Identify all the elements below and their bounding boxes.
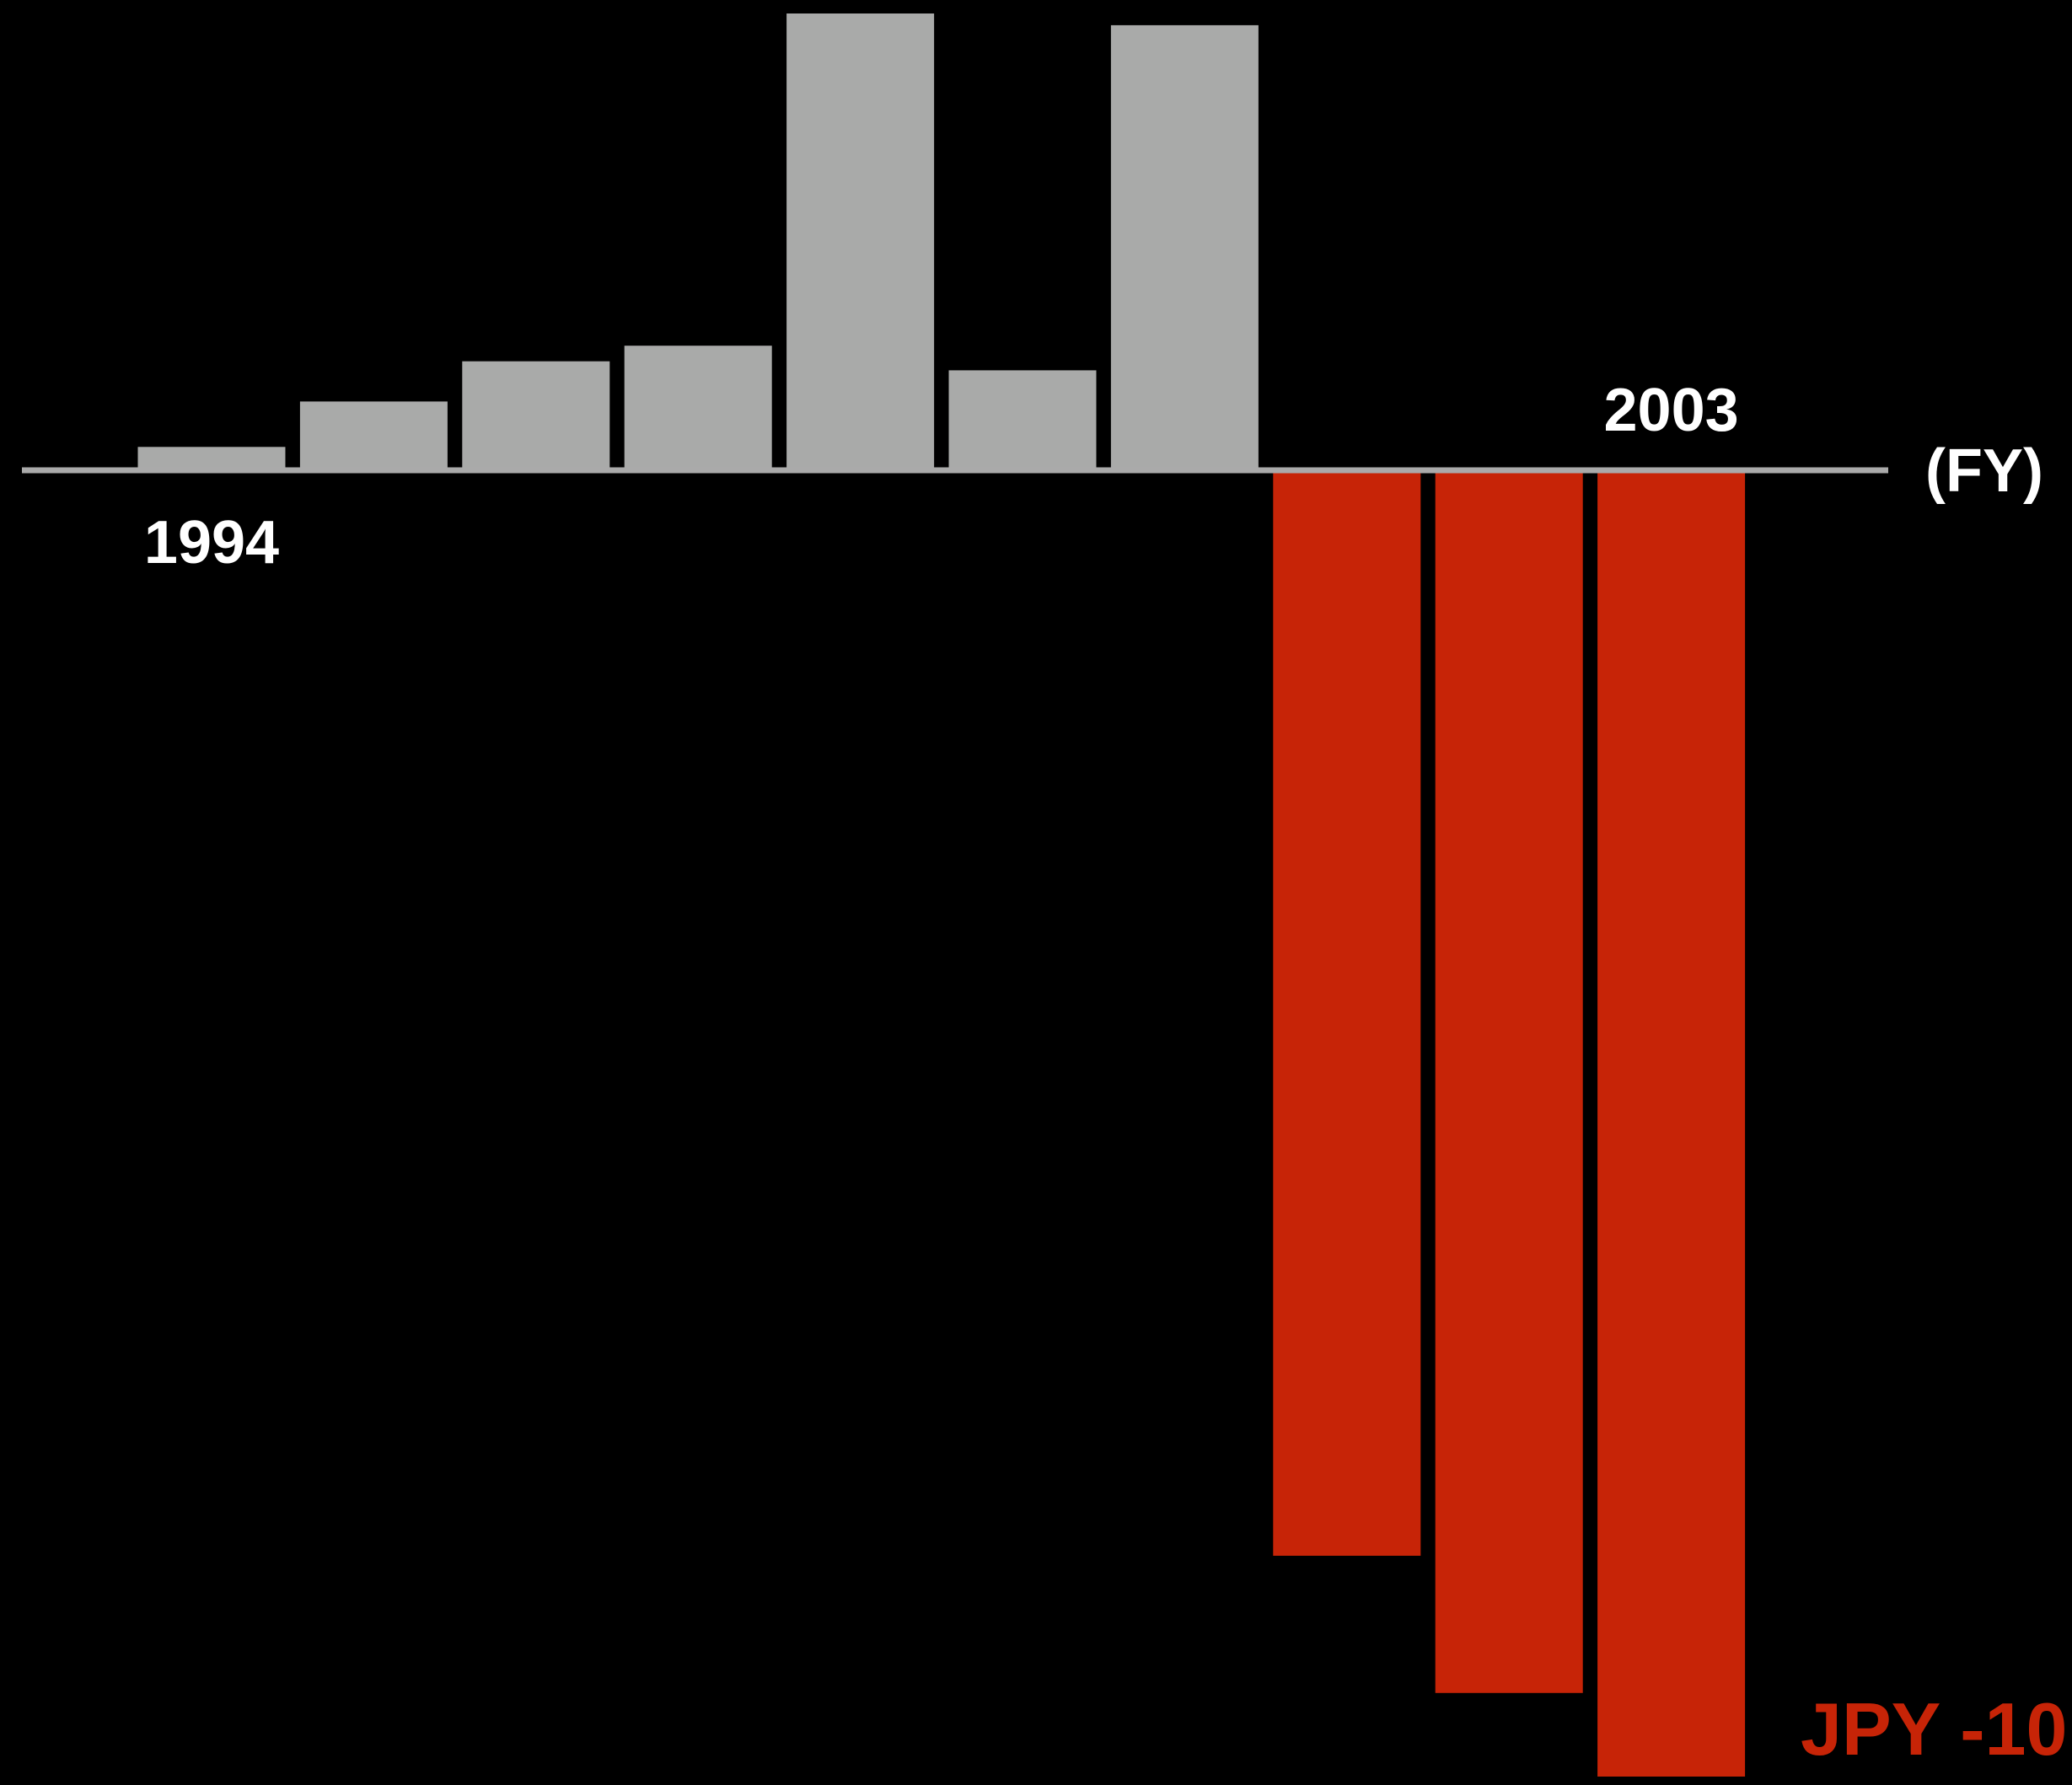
x-tick-label-2003: 2003	[1604, 377, 1739, 444]
bar-1996	[462, 361, 610, 470]
bar-group	[137, 13, 1746, 1777]
bar-1994	[137, 447, 286, 470]
bar-1998	[786, 13, 935, 470]
x-axis-unit-label: (FY)	[1925, 437, 2043, 505]
bar-2001	[1273, 470, 1421, 1556]
bar-1995	[299, 401, 448, 470]
bar-2000	[1110, 24, 1259, 470]
bar-2003	[1597, 470, 1746, 1777]
bar-2002	[1435, 470, 1583, 1693]
bar-1999	[948, 370, 1097, 470]
value-annotation: JPY -10	[1801, 1687, 2067, 1771]
x-tick-label-1994: 1994	[144, 509, 279, 576]
x-tick-labels: 1994 2003	[144, 377, 1739, 576]
bar-1997	[624, 346, 772, 470]
